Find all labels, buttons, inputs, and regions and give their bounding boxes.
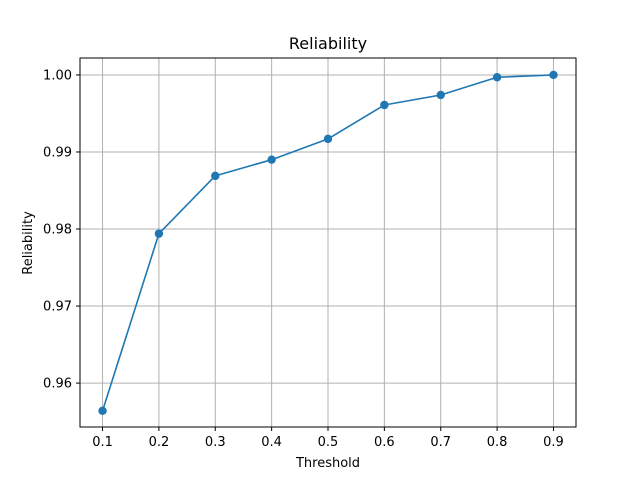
x-axis-label: Threshold bbox=[295, 456, 360, 471]
series-layer bbox=[98, 70, 558, 416]
x-tick-label: 0.8 bbox=[487, 435, 508, 450]
data-point bbox=[98, 406, 107, 416]
y-axis-ticks: 0.96 0.97 0.98 0.99 1.00 bbox=[43, 68, 80, 392]
data-point bbox=[380, 100, 389, 110]
x-axis-ticks: 0.1 0.2 0.3 0.4 0.5 0.6 0.7 0.8 0.9 bbox=[92, 427, 564, 450]
data-point bbox=[211, 171, 220, 181]
y-tick-label: 0.98 bbox=[43, 223, 72, 238]
x-tick-label: 0.3 bbox=[205, 435, 226, 450]
y-tick-label: 1.00 bbox=[43, 68, 72, 83]
x-tick-label: 0.5 bbox=[318, 435, 339, 450]
data-point bbox=[154, 229, 164, 238]
y-tick-label: 0.97 bbox=[43, 300, 72, 315]
x-tick-label: 0.1 bbox=[92, 435, 113, 450]
x-tick-label: 0.7 bbox=[430, 435, 451, 450]
chart-title: Reliability bbox=[289, 34, 367, 53]
x-tick-label: 0.9 bbox=[543, 435, 564, 450]
x-tick-label: 0.4 bbox=[261, 435, 282, 450]
data-point bbox=[492, 73, 502, 82]
y-axis-label: Reliability bbox=[21, 211, 36, 275]
y-tick-label: 0.96 bbox=[43, 377, 72, 392]
data-point bbox=[436, 90, 445, 100]
y-tick-label: 0.99 bbox=[43, 145, 72, 160]
x-tick-label: 0.6 bbox=[374, 435, 395, 450]
data-point bbox=[267, 155, 276, 164]
data-point bbox=[549, 70, 558, 80]
data-point bbox=[323, 134, 333, 144]
x-tick-label: 0.2 bbox=[149, 435, 170, 450]
